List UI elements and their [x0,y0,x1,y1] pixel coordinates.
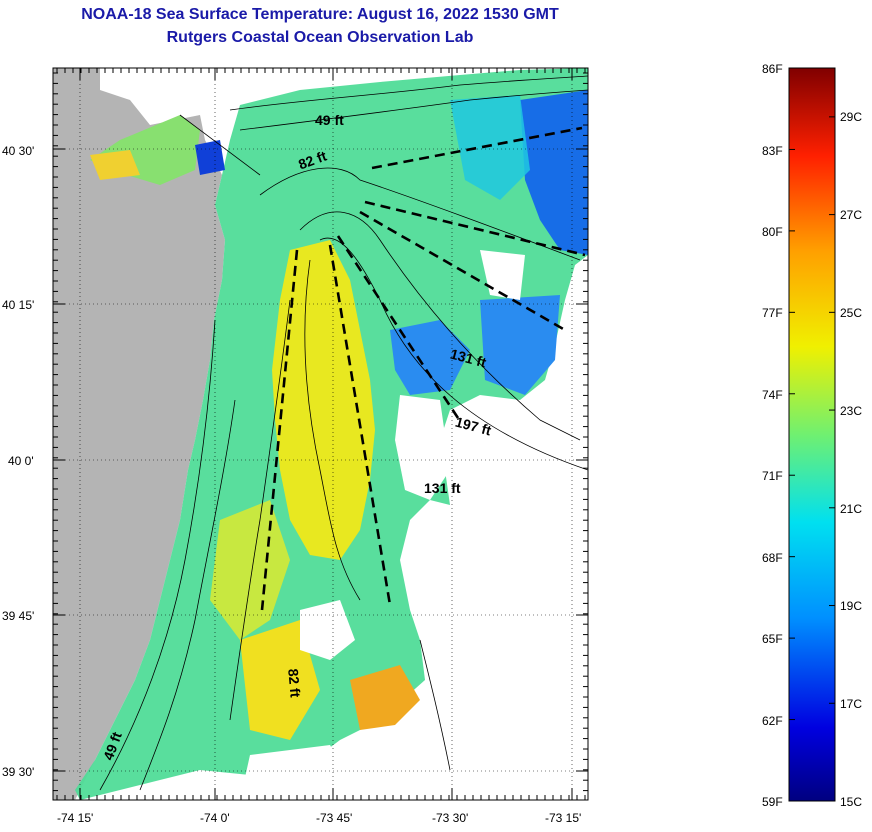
colorbar-f-label: 59F [762,795,783,809]
depth-contours [99,75,588,791]
colorbar-f-label: 62F [762,714,783,728]
no-data-gap [240,745,360,800]
depth-label: 49 ft [315,112,344,128]
colorbar-c-label: 23C [840,404,863,418]
frame-ticks [53,68,588,800]
colorbar-f-label: 83F [762,144,783,158]
latitude-label: 40 0' [8,454,34,468]
colorbar-c-label: 19C [840,599,863,613]
longitude-label: -73 15' [545,811,582,825]
colorbar-f-label: 80F [762,225,783,239]
longitude-label: -73 30' [432,811,469,825]
land-mass [53,68,225,800]
sst-cold-patch [520,90,588,255]
sst-patch [450,95,530,200]
map-subtitle: Rutgers Coastal Ocean Observation Lab [166,29,474,46]
depth-label: 131 ft [424,480,461,496]
track-lines [260,126,586,611]
colorbar-c-label: 21C [840,502,863,516]
longitude-label: -74 0' [200,811,230,825]
sst-patch [210,500,290,640]
colorbar-f-label: 71F [762,469,783,483]
colorbar-f-label: 65F [762,632,783,646]
latitude-label: 39 30' [2,765,35,779]
colorbar-f-label: 74F [762,388,783,402]
colorbar-f-label: 77F [762,306,783,320]
color-scale-ticks [789,67,835,802]
latitude-label: 40 30' [2,144,35,158]
sst-patch [90,150,140,180]
longitude-label: -74 15' [57,811,94,825]
color-scale-bar [788,67,836,802]
colorbar-f-label: 86F [762,62,783,76]
sst-patch [390,320,470,395]
latitude-label: 39 45' [2,609,35,623]
sst-warm-patch [350,665,420,730]
colorbar-c-label: 29C [840,110,863,124]
sst-patch [480,295,560,395]
sst-warm-core [272,240,375,560]
colorbar-c-label: 27C [840,208,863,222]
latitude-label: 40 15' [2,298,35,312]
depth-label: 82 ft [285,667,304,699]
colorbar-c-label: 17C [840,697,863,711]
map-title: NOAA-18 Sea Surface Temperature: August … [81,6,559,23]
colorbar-c-label: 15C [840,795,863,809]
no-data-gap [395,395,450,500]
colorbar-f-label: 68F [762,551,783,565]
longitude-label: -73 45' [316,811,353,825]
colorbar-c-label: 25C [840,306,863,320]
